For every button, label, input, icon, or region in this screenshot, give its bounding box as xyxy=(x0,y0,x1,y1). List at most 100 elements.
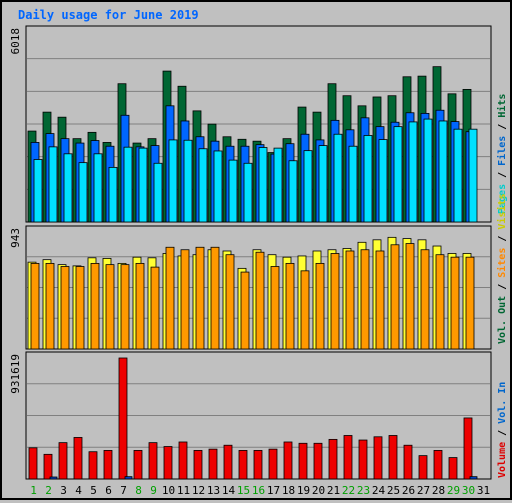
sites-bar xyxy=(345,250,355,350)
x-tick-label: 25 xyxy=(387,484,400,497)
pages-bar xyxy=(288,160,298,223)
pages-bar xyxy=(273,147,283,223)
pages-bar xyxy=(108,166,118,223)
sites-bar xyxy=(165,246,175,350)
pages-bar xyxy=(303,150,313,223)
usage-chart: Daily usage for June 2019 6018943931619P… xyxy=(9,8,508,497)
legend-hits: Hits xyxy=(496,94,508,118)
volume-bar xyxy=(223,444,233,480)
legend-separator: / xyxy=(497,166,508,184)
pages-bar xyxy=(423,118,433,223)
x-tick-label: 30 xyxy=(462,484,475,497)
pages-bar xyxy=(63,153,73,223)
x-tick-label: 14 xyxy=(222,484,236,497)
pages-bar xyxy=(318,145,328,223)
legend-separator: / xyxy=(497,278,508,296)
legend-sites: Sites xyxy=(496,248,508,278)
pages-bar xyxy=(438,120,448,223)
x-tick-label: 11 xyxy=(177,484,190,497)
volume-bar xyxy=(463,417,473,480)
volume-bar xyxy=(358,439,368,480)
x-tick-label: 16 xyxy=(252,484,265,497)
pages-bar xyxy=(243,162,253,223)
x-tick-label: 7 xyxy=(120,484,127,497)
sites-bar xyxy=(450,256,460,350)
pages-bar xyxy=(453,128,463,223)
x-tick-label: 9 xyxy=(150,484,157,497)
volume-bar xyxy=(238,450,248,480)
sites-bar xyxy=(330,253,340,350)
panel-2-legend: Vol. Out / Sites / Visits xyxy=(496,193,508,344)
pages-bar xyxy=(258,147,268,223)
sites-bar xyxy=(360,249,370,350)
x-tick-label: 18 xyxy=(282,484,295,497)
sites-bar xyxy=(210,246,220,350)
sites-bar xyxy=(30,262,40,350)
pages-bar xyxy=(468,128,478,223)
sites-bar xyxy=(75,266,85,350)
legend-visits: Visits xyxy=(496,193,508,229)
legend-vol-in: Vol. In xyxy=(497,382,508,424)
sites-bar xyxy=(150,266,160,350)
volume-bar xyxy=(403,444,413,480)
sites-bar xyxy=(90,262,100,350)
sites-bar xyxy=(240,271,250,350)
x-tick-label: 21 xyxy=(327,484,340,497)
x-tick-label: 5 xyxy=(90,484,97,497)
sites-bar xyxy=(195,246,205,350)
sites-bar xyxy=(135,262,145,350)
x-tick-label: 15 xyxy=(237,484,250,497)
volin-bar xyxy=(469,476,478,480)
sites-bar xyxy=(270,266,280,350)
pages-bar xyxy=(153,162,163,223)
sites-bar xyxy=(285,262,295,350)
pages-bar xyxy=(168,139,178,223)
sites-bar xyxy=(375,250,385,350)
volume-bar xyxy=(298,442,308,480)
legend-volume: Volume xyxy=(497,442,508,478)
sites-bar xyxy=(225,254,235,350)
volume-bar xyxy=(268,448,278,480)
sites-bar xyxy=(300,270,310,350)
x-tick-label: 10 xyxy=(162,484,175,497)
volume-bar xyxy=(133,450,143,480)
volin-bar xyxy=(49,476,58,480)
x-tick-label: 29 xyxy=(447,484,460,497)
x-tick-label: 6 xyxy=(105,484,112,497)
pages-bar xyxy=(228,159,238,223)
volume-bar xyxy=(88,451,98,480)
x-tick-label: 2 xyxy=(45,484,52,497)
legend-vol-out: Vol. Out xyxy=(497,296,508,344)
volume-bar xyxy=(28,447,38,480)
volume-bar xyxy=(43,453,53,480)
x-tick-label: 26 xyxy=(402,484,415,497)
sites-bar xyxy=(315,262,325,350)
x-tick-label: 27 xyxy=(417,484,430,497)
volume-bar xyxy=(208,448,218,480)
pages-bar xyxy=(408,121,418,223)
sites-bar xyxy=(105,264,115,350)
panel-1-ymax-label: 6018 xyxy=(9,28,22,55)
sites-bar xyxy=(390,244,400,350)
pages-bar xyxy=(378,139,388,223)
volume-bar xyxy=(178,441,188,480)
legend-separator: / xyxy=(497,230,508,248)
volume-bar xyxy=(58,442,68,480)
x-tick-label: 8 xyxy=(135,484,142,497)
panel-3-legend: Volume / Vol. In xyxy=(497,382,508,478)
x-tick-label: 1 xyxy=(30,484,37,497)
volume-bar xyxy=(433,450,443,480)
sites-bar xyxy=(420,249,430,350)
pages-bar xyxy=(363,135,373,223)
volume-bar xyxy=(313,442,323,480)
pages-bar xyxy=(198,148,208,223)
x-tick-label: 24 xyxy=(372,484,386,497)
pages-bar xyxy=(33,159,43,223)
pages-bar xyxy=(48,146,58,223)
volume-bar xyxy=(148,442,158,480)
x-tick-label: 28 xyxy=(432,484,445,497)
x-tick-label: 17 xyxy=(267,484,280,497)
pages-bar xyxy=(333,133,343,223)
volin-bar xyxy=(124,476,133,480)
